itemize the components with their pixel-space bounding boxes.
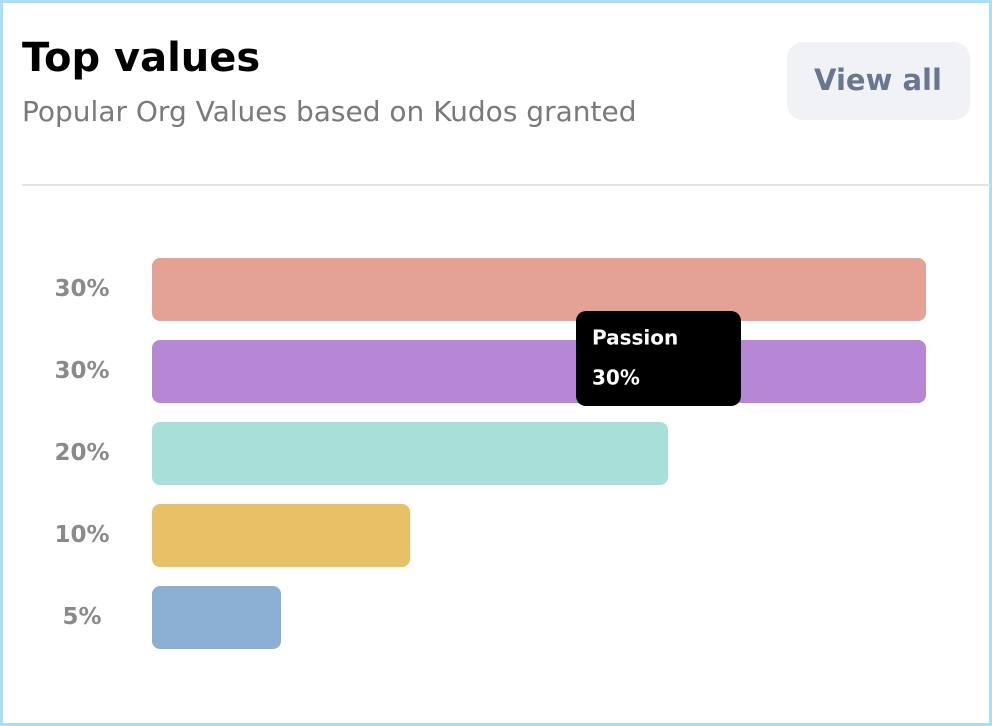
tooltip-category: Passion [592, 326, 678, 350]
value-label: 20% [54, 440, 109, 466]
bar-chart: 30% 30% 20% 10% 5% Passion 30% [54, 258, 926, 649]
bar [152, 422, 668, 485]
button-label[interactable]: View all [814, 63, 942, 97]
tooltip: Passion 30% [576, 311, 741, 406]
value-label: 30% [54, 276, 109, 302]
value-label: 10% [54, 522, 109, 548]
title: Top values [22, 35, 260, 81]
button-bg[interactable] [787, 42, 970, 120]
bar [152, 340, 926, 403]
bar [152, 586, 281, 649]
bar [152, 504, 410, 567]
subtitle: Popular Org Values based on Kudos grante… [22, 95, 636, 128]
tooltip-value: 30% [592, 366, 640, 390]
bar [152, 258, 926, 321]
value-label: 30% [54, 358, 109, 384]
view-all-button[interactable]: View all [787, 42, 970, 120]
tooltip-bg [576, 311, 741, 406]
value-label: 5% [62, 604, 101, 630]
